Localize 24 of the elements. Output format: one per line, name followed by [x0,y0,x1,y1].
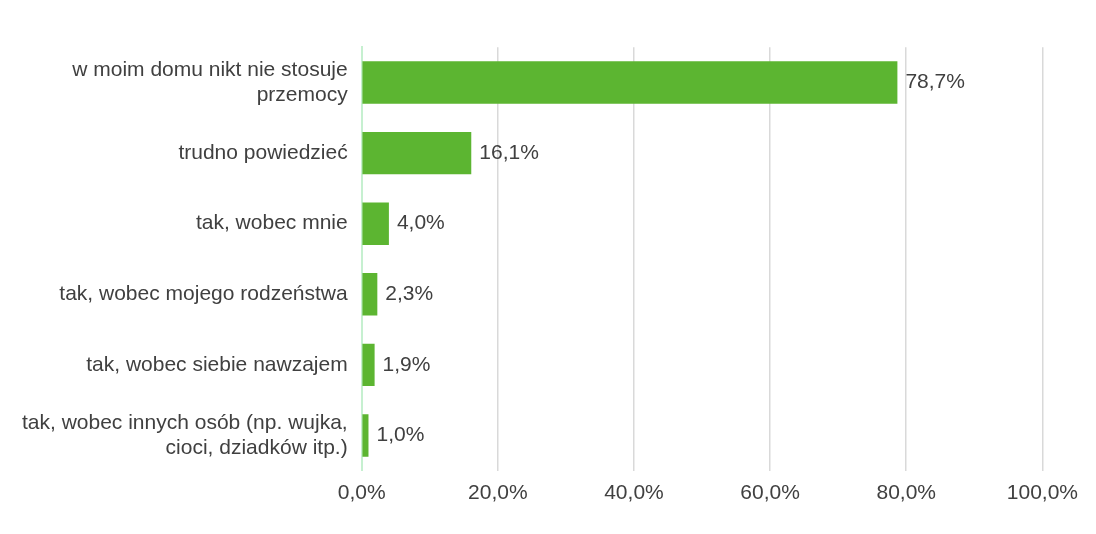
data-label: 2,3% [385,281,434,305]
x-tick-label: 60,0% [740,480,800,504]
y-tick-label: tak, wobec mojego rodzeństwa [59,281,348,305]
data-label: 4,0% [396,210,445,234]
data-label: 1,9% [382,351,431,375]
bar [362,61,898,104]
bar [362,131,472,175]
data-label: 78,7% [905,69,965,93]
data-label: 16,1% [479,139,539,163]
y-tick-label: tak, wobec mnie [195,210,348,234]
x-tick-label: 40,0% [604,480,664,504]
x-tick-label: 80,0% [876,480,937,504]
x-tick-label: 20,0% [468,480,528,504]
x-tick-label: 100,0% [1006,480,1079,504]
bar [362,273,378,316]
bar [362,343,375,387]
bar [362,414,369,457]
data-label: 1,0% [376,422,425,446]
y-tick-label: tak, wobec siebie nawzajem [86,351,348,375]
y-tick-label: tak, wobec innych osób (np. wujka, cioci, dziadków itp.) [21,409,348,458]
y-tick-label: w moim domu nikt nie stosuje przemocy [71,56,349,105]
bar [362,202,389,245]
y-tick-label: trudno powiedzieć [178,139,348,163]
x-tick-label: 0,0% [337,480,386,504]
